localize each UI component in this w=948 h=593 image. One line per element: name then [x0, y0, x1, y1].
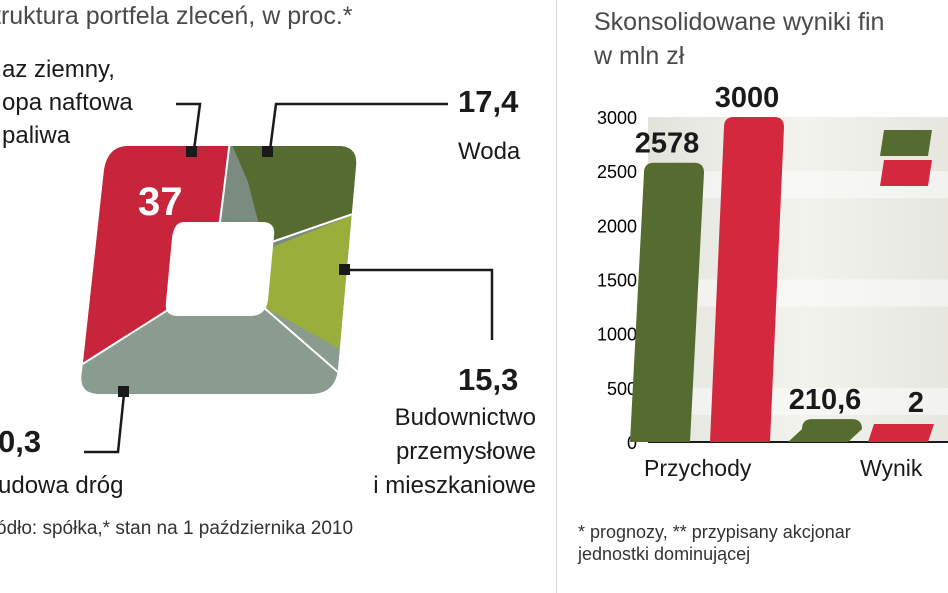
- slice-value-building: 15,3: [458, 362, 519, 397]
- footnote-line2: jednostki dominującej: [578, 544, 751, 564]
- legend-swatch: [880, 130, 932, 156]
- y-tick-label: 2000: [597, 216, 637, 236]
- y-tick-label: 0: [627, 433, 637, 453]
- slice-label-building-line3: i mieszkaniowe: [373, 472, 536, 499]
- slice-label-water: Woda: [458, 138, 521, 165]
- slice-value-roads: 0,3: [0, 424, 42, 459]
- chart-divider: [556, 0, 557, 593]
- slice-label-roads: udowa dróg: [0, 472, 124, 499]
- source-note: ódło: spółka,* stan na 1 października 20…: [0, 518, 354, 539]
- right-chart-title: Skonsolidowane wyniki fin: [594, 8, 885, 36]
- y-tick-label: 3000: [597, 108, 637, 128]
- slice-label-building-line2: przemysłowe: [395, 438, 536, 465]
- y-tick-label: 2500: [597, 162, 637, 182]
- bar-value-label: 2578: [635, 128, 700, 160]
- category-label: Wynik: [860, 455, 923, 481]
- bar-value-label: 2: [908, 387, 924, 419]
- pie-slice-gas: [81, 146, 230, 372]
- category-label: Przychody: [644, 455, 752, 481]
- slice-label-gas-line2: opa naftowa: [2, 89, 133, 116]
- bar-wynik-0: [788, 419, 862, 442]
- slice-label-gas-line1: az ziemny,: [2, 56, 115, 83]
- legend-swatch: [880, 160, 932, 186]
- pie-slice-water: [230, 146, 357, 244]
- bar-przychody-1: [710, 117, 784, 442]
- footnote-line1: * prognozy, ** przypisany akcjonar: [578, 522, 851, 542]
- left-chart-title: truktura portfela zleceń, w proc.*: [0, 2, 353, 30]
- portfolio-pie-chart: [81, 102, 494, 454]
- bar-value-label: 210,6: [789, 384, 862, 416]
- slice-label-building-line1: Budownictwo: [394, 404, 536, 431]
- bar-wynik-1: [868, 424, 934, 442]
- right-chart-subtitle: w mln zł: [594, 42, 685, 70]
- y-tick-label: 1500: [597, 271, 637, 291]
- slice-label-gas-line3: paliwa: [2, 122, 71, 149]
- bar-value-label: 3000: [715, 82, 780, 114]
- y-tick-label: 500: [607, 379, 637, 399]
- slice-value-water: 17,4: [458, 84, 519, 119]
- pie-slice-roads: [81, 282, 357, 394]
- slice-value-gas: 37: [138, 180, 183, 224]
- y-tick-label: 1000: [597, 325, 637, 345]
- bar-przychody-0: [630, 162, 704, 442]
